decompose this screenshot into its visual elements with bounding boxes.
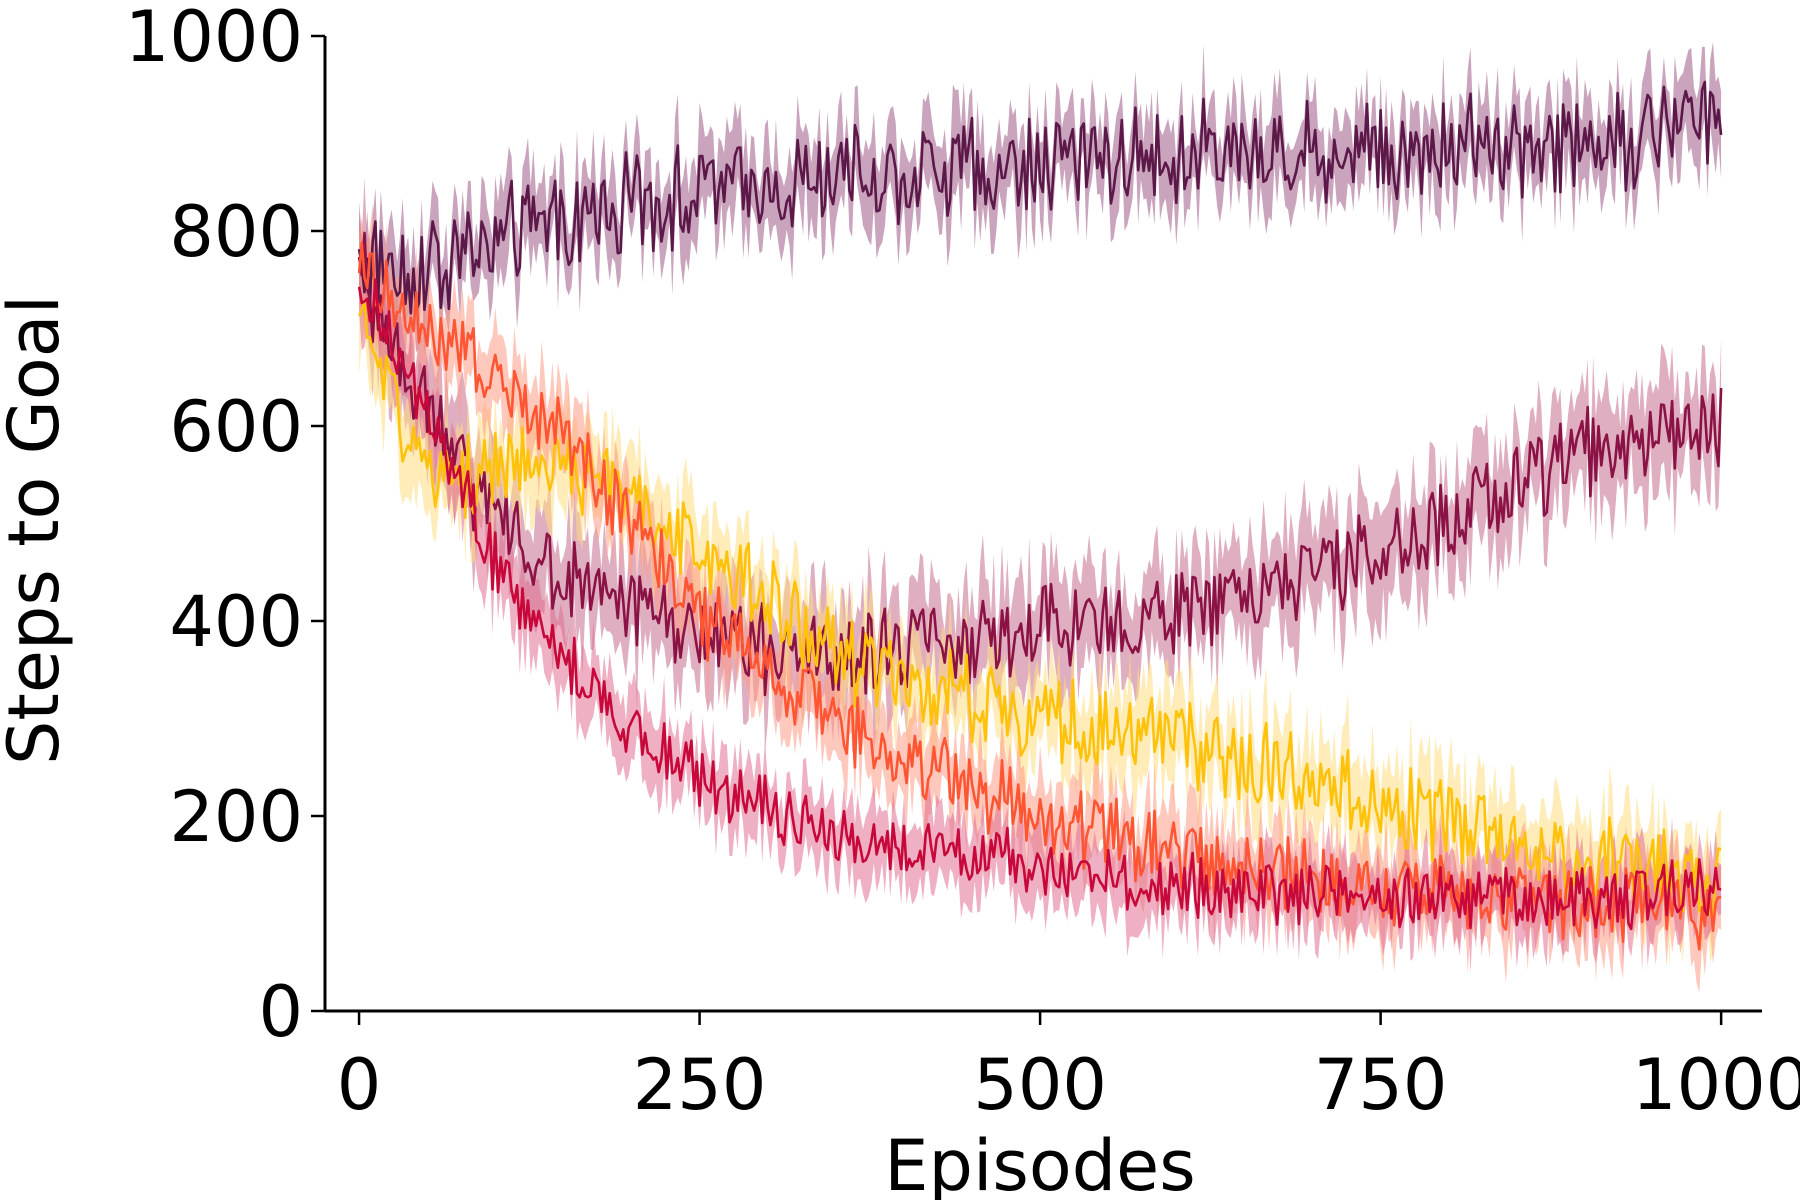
series-5-line	[357, 278, 1722, 931]
y-tick-label: 400	[169, 581, 303, 663]
y-axis-label: Steps to Goal	[0, 295, 75, 765]
y-tick-label: 800	[169, 191, 303, 273]
y-tick-label: 200	[169, 776, 303, 858]
x-tick-label: 1000	[1632, 1044, 1800, 1126]
series-2-band	[359, 177, 1722, 756]
y-tick-label: 600	[169, 386, 303, 468]
y-tick-label: 0	[258, 971, 303, 1053]
x-tick-label: 500	[973, 1044, 1107, 1126]
x-axis-ticks: 0 250 500 750 1000	[337, 1011, 1800, 1126]
series-1-line	[357, 80, 1723, 315]
x-tick-label: 0	[337, 1044, 382, 1126]
y-tick-label: 1000	[125, 0, 303, 78]
x-tick-label: 250	[633, 1044, 767, 1126]
series-2-line	[357, 231, 1723, 697]
x-axis-label: Episodes	[884, 1125, 1195, 1200]
series-1-band	[359, 41, 1722, 359]
y-axis-ticks: 0 200 400 600 800 1000	[125, 0, 325, 1053]
series-lines	[357, 80, 1723, 951]
x-tick-label: 750	[1314, 1044, 1448, 1126]
